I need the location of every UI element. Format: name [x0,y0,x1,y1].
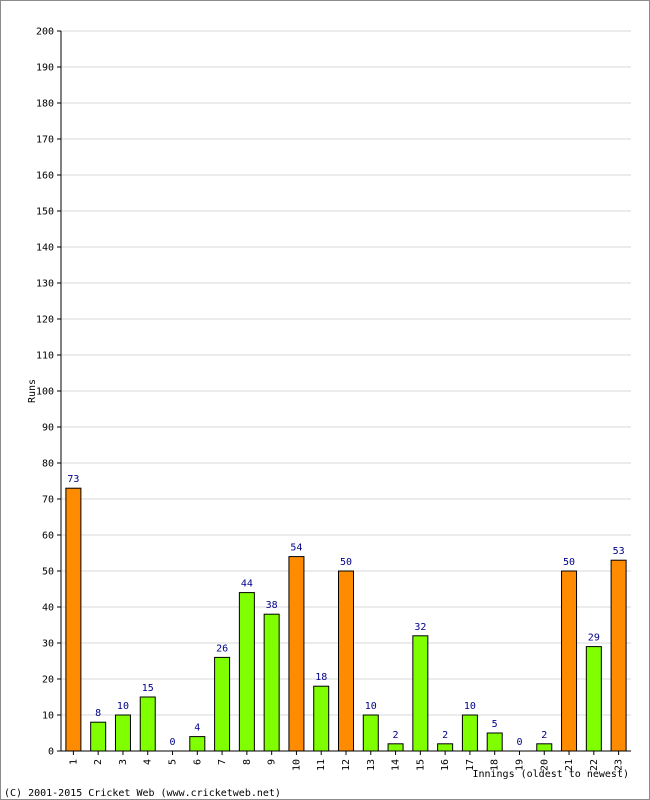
x-axis: 1 2 3 4 5 6 7 8 9 10 11 12 13 14 15 16 17 18 19 20 21 22 23 [61,750,631,771]
y-tick-label: 110 [36,351,54,362]
y-tick-label: 0 [48,747,54,758]
y-tick-label: 130 [36,279,54,290]
y-tick-label: 80 [42,459,54,470]
data-label: 10 [464,701,476,712]
bar [536,743,553,752]
x-tick-label: 16 [440,759,451,771]
x-tick-label: 12 [341,759,352,771]
data-label: 5 [492,719,498,730]
bar [214,656,231,752]
bar [263,613,280,752]
data-label: 0 [516,737,522,748]
y-tick-label: 140 [36,243,54,254]
y-tick-label: 50 [42,567,54,578]
x-tick-label: 4 [143,759,154,765]
bar [65,487,82,752]
x-tick-label: 10 [291,759,302,771]
bar [561,570,578,752]
bar [313,685,330,752]
bar [412,635,429,752]
x-tick-label: 1 [68,759,79,765]
x-tick-label: 9 [267,759,278,765]
y-tick-label: 40 [42,603,54,614]
y-tick-label: 170 [36,135,54,146]
x-tick-label: 23 [614,759,625,771]
y-tick-label: 10 [42,711,54,722]
y-axis-label: Runs [27,379,38,403]
y-tick-label: 100 [36,387,54,398]
bar [139,696,156,752]
y-tick-label: 150 [36,207,54,218]
data-label: 15 [142,683,154,694]
data-label: 29 [588,633,600,644]
bar [238,592,255,752]
bar [461,714,478,752]
x-tick-label: 17 [465,759,476,771]
data-label: 2 [393,730,399,741]
y-tick-label: 30 [42,639,54,650]
y-tick-label: 70 [42,495,54,506]
data-label: 0 [170,737,176,748]
y-tick-label: 180 [36,99,54,110]
bar [610,559,627,752]
data-label: 10 [117,701,129,712]
data-label: 53 [613,546,625,557]
x-tick-label: 11 [316,759,327,771]
bar [114,714,131,752]
x-tick-label: 22 [589,759,600,771]
bar [189,736,206,752]
x-tick-label: 20 [539,759,550,771]
bar [585,646,602,752]
y-tick-label: 190 [36,63,54,74]
x-tick-label: 7 [217,759,228,765]
x-tick-label: 13 [366,759,377,771]
x-tick-label: 15 [415,759,426,771]
bar [437,743,454,752]
x-tick-label: 6 [192,759,203,765]
x-tick-label: 18 [490,759,501,771]
data-label: 8 [95,708,101,719]
copyright-text: (C) 2001-2015 Cricket Web (www.cricketwe… [4,788,281,799]
bar [486,732,503,752]
y-tick-label: 90 [42,423,54,434]
y-tick-label: 160 [36,171,54,182]
data-label: 54 [290,543,302,554]
bar [288,556,305,752]
data-label: 26 [216,643,228,654]
y-tick-label: 120 [36,315,54,326]
data-label: 32 [414,622,426,633]
x-tick-label: 5 [168,759,179,765]
y-axis: 0 10 20 30 40 50 60 70 80 90 100 110 120 130 140 150 160… [36,27,62,758]
bar [387,743,404,752]
data-label: 18 [315,672,327,683]
bar [90,721,107,752]
data-label: 10 [365,701,377,712]
bar [338,570,354,752]
y-tick-label: 60 [42,531,54,542]
data-label: 2 [541,730,547,741]
data-label: 4 [194,723,200,734]
data-label: 2 [442,730,448,741]
data-label: 50 [563,557,575,568]
x-tick-label: 2 [93,759,104,765]
grid-lines [61,30,631,716]
data-label: 50 [340,557,352,568]
y-tick-label: 200 [36,27,54,38]
data-label: 38 [266,600,278,611]
data-label: 73 [67,474,79,485]
data-label: 44 [241,579,253,590]
x-axis-label: Innings (oldest to newest) [472,769,629,780]
x-tick-label: 3 [118,759,129,765]
x-tick-label: 21 [564,759,575,771]
bar [362,714,379,752]
x-tick-label: 8 [242,759,253,765]
x-tick-label: 19 [514,759,525,771]
y-tick-label: 20 [42,675,54,686]
x-tick-label: 14 [391,759,402,771]
